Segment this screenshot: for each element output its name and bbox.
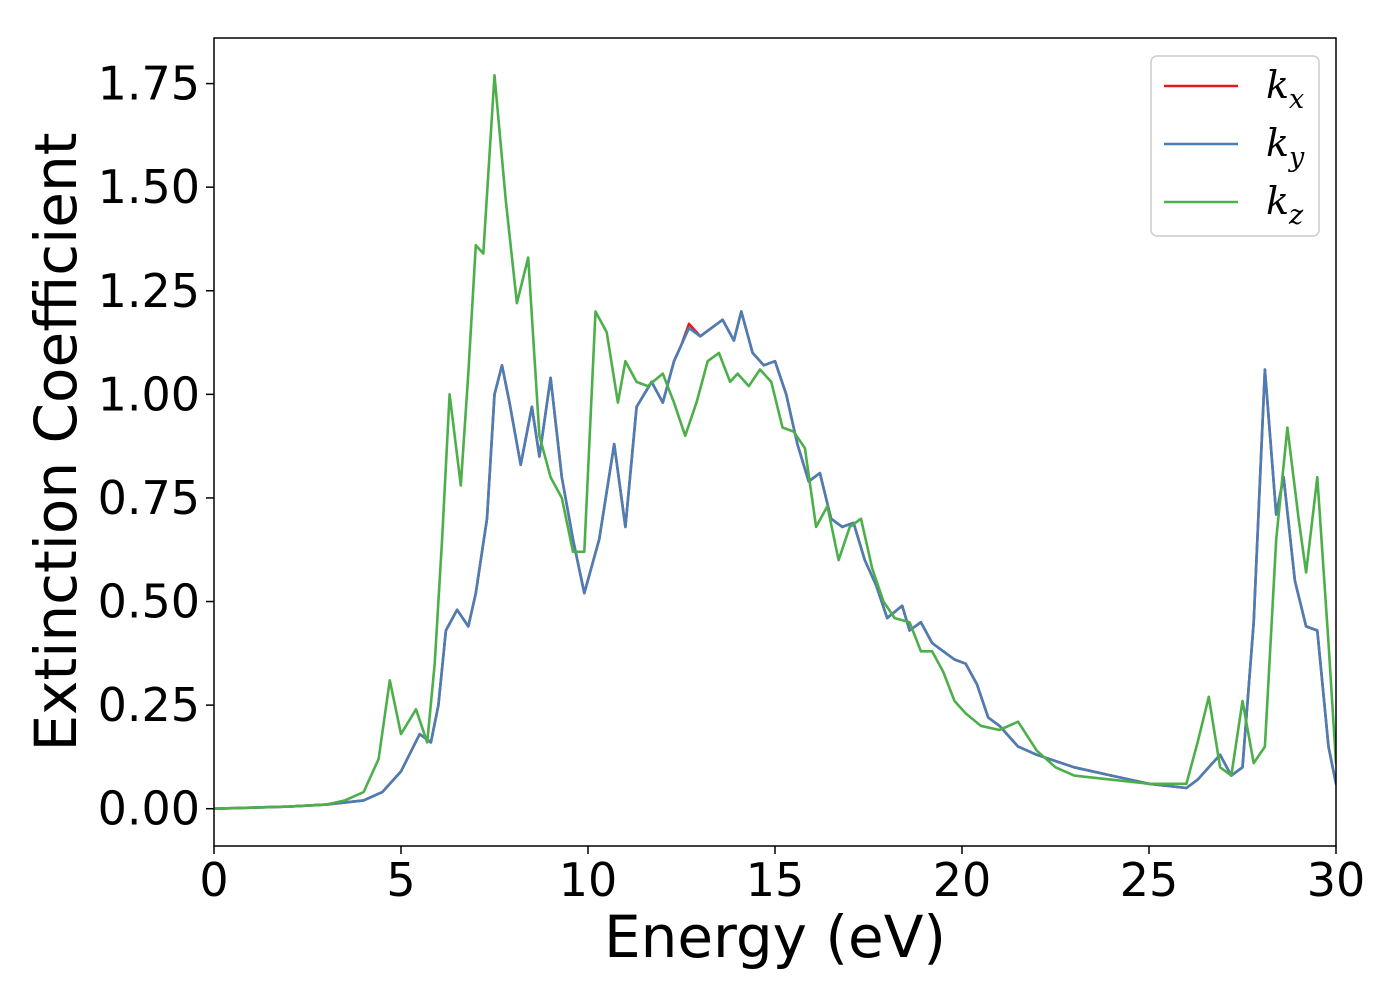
y-tick-label: 0.50 bbox=[98, 575, 200, 629]
ticks-layer: 0 5 10 15 20 25 30 0.00 0.25 0.50 0.75 1.00 1.25 1.50… bbox=[98, 57, 1366, 907]
x-axis-label: Energy (eV) bbox=[604, 903, 946, 971]
x-tick-label: 0 bbox=[199, 853, 228, 907]
x-tick-label: 10 bbox=[559, 853, 618, 907]
y-tick-label: 0.75 bbox=[98, 471, 200, 525]
series-line-y bbox=[214, 310, 1336, 810]
y-tick-label: 1.50 bbox=[98, 160, 200, 214]
x-tick-label: 15 bbox=[746, 853, 805, 907]
x-tick-label: 5 bbox=[386, 853, 415, 907]
y-tick-label: 1.00 bbox=[98, 367, 200, 421]
y-tick-label: 1.75 bbox=[98, 57, 200, 111]
series-layer bbox=[214, 74, 1336, 810]
x-tick-label: 30 bbox=[1307, 853, 1366, 907]
series-line-z bbox=[214, 74, 1336, 810]
y-tick-label: 0.25 bbox=[98, 678, 200, 732]
y-tick-label: 0.00 bbox=[98, 782, 200, 836]
y-tick-label: 1.25 bbox=[98, 264, 200, 318]
y-axis-label: Extinction Coefficient bbox=[22, 133, 90, 752]
legend-box bbox=[1150, 55, 1320, 237]
x-tick-label: 25 bbox=[1120, 853, 1179, 907]
x-tick-label: 20 bbox=[933, 853, 992, 907]
